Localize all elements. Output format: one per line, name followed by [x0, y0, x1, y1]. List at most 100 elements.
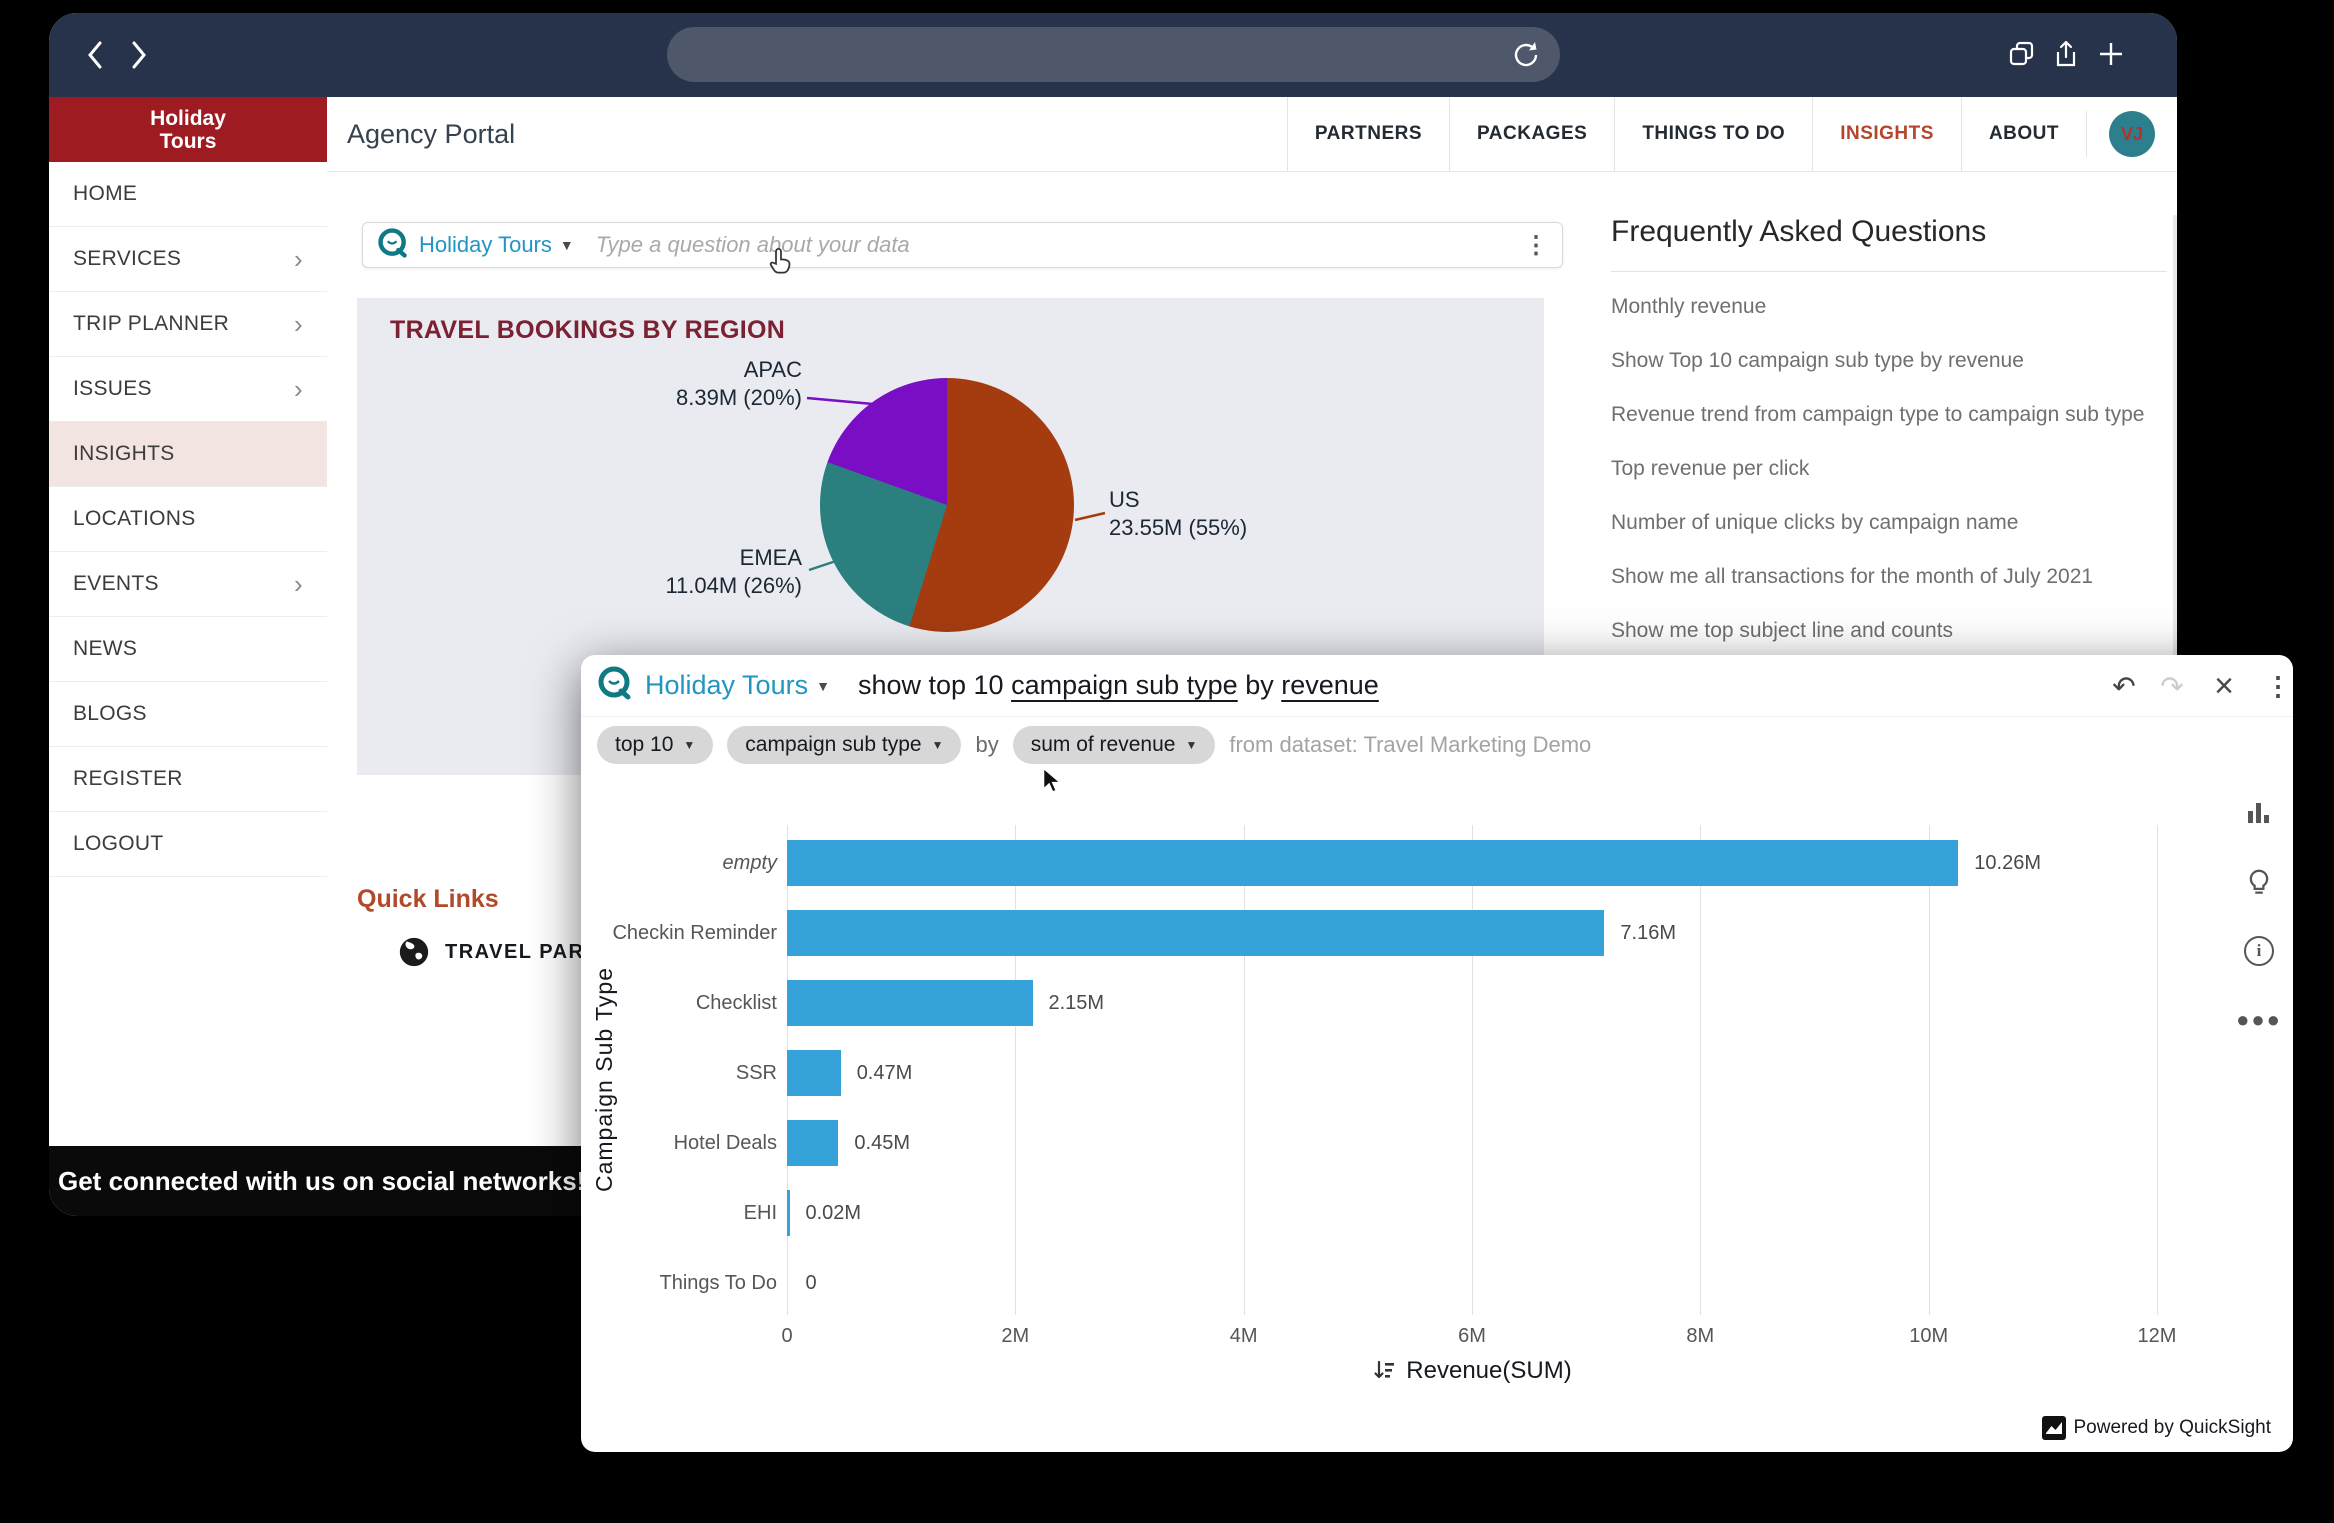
pie-chart[interactable]	[820, 378, 1074, 632]
undo-icon[interactable]: ↶	[2112, 670, 2136, 702]
chip-campaign-sub-type[interactable]: campaign sub type ▼	[727, 726, 962, 764]
faq-item[interactable]: Show Top 10 campaign sub type by revenue	[1611, 349, 2024, 372]
gridline	[1243, 825, 1245, 1315]
x-axis-title: Revenue(SUM)	[787, 1357, 2157, 1385]
chevron-down-icon: ▼	[683, 738, 696, 752]
bar-empty[interactable]	[787, 840, 1959, 886]
sidebar-item-home[interactable]: HOME	[49, 162, 327, 227]
q-answer-modal: Holiday Tours ▼ show top 10 campaign sub…	[581, 655, 2293, 1452]
sidebar-item-events[interactable]: EVENTS ›	[49, 552, 327, 617]
sidebar-item-blogs[interactable]: BLOGS	[49, 682, 327, 747]
modal-header: Holiday Tours ▼ show top 10 campaign sub…	[581, 655, 2293, 717]
modal-icon-rail: i ●●●	[2236, 795, 2282, 1038]
sidebar-item-locations[interactable]: LOCATIONS	[49, 487, 327, 552]
bar-category-label: empty	[722, 852, 777, 874]
sidebar-item-insights[interactable]: INSIGHTS	[49, 422, 327, 487]
insights-lightbulb-icon[interactable]	[2241, 864, 2277, 900]
avatar-cell[interactable]: VJ	[2086, 111, 2177, 157]
faq-item[interactable]: Number of unique clicks by campaign name	[1611, 511, 2019, 534]
address-bar[interactable]	[667, 27, 1560, 82]
gridline	[1472, 825, 1473, 1315]
info-icon[interactable]: i	[2241, 933, 2277, 969]
bar-ssr[interactable]	[787, 1050, 841, 1096]
brand-logo[interactable]: Holiday Tours	[49, 97, 327, 162]
sidebar-item-issues[interactable]: ISSUES ›	[49, 357, 327, 422]
faq-list: Monthly revenue Show Top 10 campaign sub …	[1611, 280, 2167, 658]
bar-category-label: SSR	[735, 1062, 777, 1084]
chart-type-icon[interactable]	[2241, 795, 2277, 831]
sidebar-menu: HOME SERVICES › TRIP PLANNER › ISSUES › INSIGHT…	[49, 162, 327, 877]
nav-item-partners[interactable]: PARTNERS	[1286, 97, 1449, 171]
bar-category-label: Checklist	[695, 992, 777, 1014]
globe-icon	[397, 935, 431, 969]
chevron-down-icon: ▼	[559, 237, 574, 253]
sidebar-item-services[interactable]: SERVICES ›	[49, 227, 327, 292]
chevron-down-icon: ▼	[816, 677, 830, 694]
x-tick-label: 4M	[1229, 1325, 1258, 1347]
nav-item-insights[interactable]: INSIGHTS	[1812, 97, 1961, 171]
q-input-placeholder[interactable]: Type a question about your data	[595, 232, 910, 257]
avatar[interactable]: VJ	[2109, 111, 2155, 157]
quicksight-q-icon	[377, 227, 409, 264]
close-icon[interactable]: ×	[2214, 666, 2234, 705]
chip-top-10[interactable]: top 10 ▼	[597, 726, 714, 764]
sidebar-item-logout[interactable]: LOGOUT	[49, 812, 327, 877]
bar-value-label: 0.45M	[854, 1132, 910, 1154]
bar-checkin-reminder[interactable]	[787, 910, 1605, 956]
chevron-down-icon: ▼	[1185, 738, 1198, 752]
redo-icon[interactable]: ↷	[2160, 670, 2184, 702]
nav-item-things-to-do[interactable]: THINGS TO DO	[1614, 97, 1812, 171]
q-bar-kebab-icon[interactable]: ⋮	[1524, 231, 1548, 259]
faq-item[interactable]: Show me top subject line and counts	[1611, 619, 1954, 642]
modal-topic-selector[interactable]: Holiday Tours	[645, 670, 809, 700]
chip-sum-of-revenue[interactable]: sum of revenue ▼	[1012, 726, 1216, 764]
faq-item[interactable]: Monthly revenue	[1611, 295, 1767, 318]
share-icon[interactable]	[2047, 36, 2083, 72]
chevron-right-icon: ›	[294, 569, 303, 599]
faq-item[interactable]: Revenue trend from campaign type to camp…	[1611, 403, 2145, 426]
arrow-cursor	[1043, 767, 1062, 793]
bar-chart: Campaign Sub Type empty Checkin Reminder C…	[581, 805, 2293, 1425]
browser-chrome	[49, 13, 2177, 97]
more-options-icon[interactable]: ●●●	[2236, 1007, 2282, 1032]
chevron-down-icon: ▼	[931, 738, 944, 752]
q-topic-selector[interactable]: Holiday Tours	[419, 232, 552, 257]
bar-ehi[interactable]	[787, 1190, 790, 1236]
top-nav: PARTNERS PACKAGES THINGS TO DO INSIGHTS ABOU…	[1286, 97, 2086, 171]
browser-window: Holiday Tours HOME SERVICES › TRIP PLANNER ›…	[49, 13, 2177, 1216]
q-search-bar[interactable]: Holiday Tours ▼ Type a question about yo…	[362, 222, 1563, 274]
x-tick-label: 12M	[2137, 1325, 2177, 1347]
modal-kebab-icon[interactable]: ⋮	[2265, 670, 2291, 701]
x-tick-label: 10M	[1909, 1325, 1949, 1347]
quick-links-heading: Quick Links	[357, 885, 499, 913]
gridline	[1015, 825, 1017, 1315]
quicksight-q-icon	[597, 665, 633, 706]
bar-value-label: 2.15M	[1048, 992, 1105, 1014]
faq-item[interactable]: Show me all transactions for the month o…	[1611, 565, 2094, 588]
bar-category-label: Checkin Reminder	[612, 922, 777, 944]
bar-value-label: 0	[805, 1272, 817, 1294]
sidebar-item-register[interactable]: REGISTER	[49, 747, 327, 812]
nav-item-packages[interactable]: PACKAGES	[1449, 97, 1614, 171]
pie-chart-title: TRAVEL BOOKINGS BY REGION	[390, 316, 786, 344]
sidebar-item-trip-planner[interactable]: TRIP PLANNER ›	[49, 292, 327, 357]
back-button[interactable]	[75, 35, 115, 75]
sort-descending-icon[interactable]	[1372, 1359, 1396, 1383]
chevron-right-icon: ›	[294, 309, 303, 339]
new-tab-icon[interactable]	[2093, 36, 2129, 72]
query-term-revenue[interactable]: revenue	[1281, 670, 1379, 700]
query-chips-row: top 10 ▼ campaign sub type ▼ by sum of rev…	[597, 723, 1591, 767]
nav-item-about[interactable]: ABOUT	[1960, 97, 2086, 171]
chevron-right-icon: ›	[294, 374, 303, 404]
bar-checklist[interactable]	[787, 980, 1033, 1026]
refresh-icon[interactable]	[1508, 37, 1544, 73]
bar-hotel-deals[interactable]	[787, 1120, 839, 1166]
forward-button[interactable]	[119, 35, 159, 75]
bar-plot: 10.26M 7.16M 2.15M 0.47M 0.45M 0.02M 0	[787, 825, 2158, 1315]
sidebar-item-news[interactable]: NEWS	[49, 617, 327, 682]
tabs-icon[interactable]	[2004, 36, 2040, 72]
faq-item[interactable]: Top revenue per click	[1611, 457, 1810, 480]
bar-category-label: Things To Do	[659, 1272, 777, 1294]
query-text[interactable]: show top 10 campaign sub type by revenue	[857, 670, 1379, 700]
query-term-campaign-sub-type[interactable]: campaign sub type	[1011, 670, 1238, 700]
